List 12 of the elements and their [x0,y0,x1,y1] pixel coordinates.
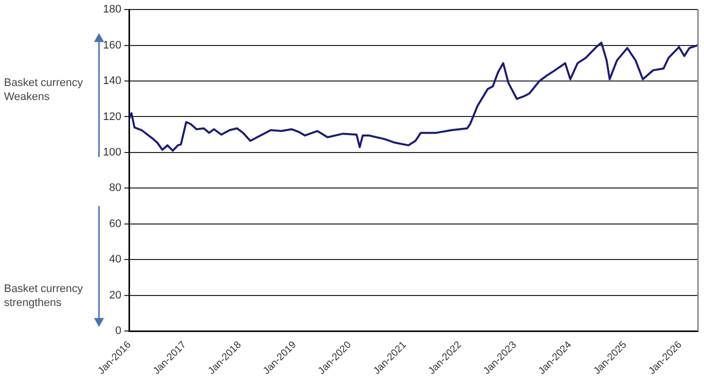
text: Basket currency strengthens [4,282,84,310]
y-tick-label: 120 [102,110,122,123]
y-tick-label: 80 [109,182,122,194]
text: Basket currency Weakens [4,76,84,104]
y-tick-label: 40 [109,254,122,266]
y-tick-label: 60 [109,218,122,230]
y-tick-label: 100 [102,146,122,158]
y-tick-label: 180 [102,4,122,16]
y-tick-label: 140 [102,75,122,88]
y-tick-label: 20 [109,289,122,302]
y-tick-label: 160 [102,39,122,52]
y-tick-label: 0 [115,325,122,338]
